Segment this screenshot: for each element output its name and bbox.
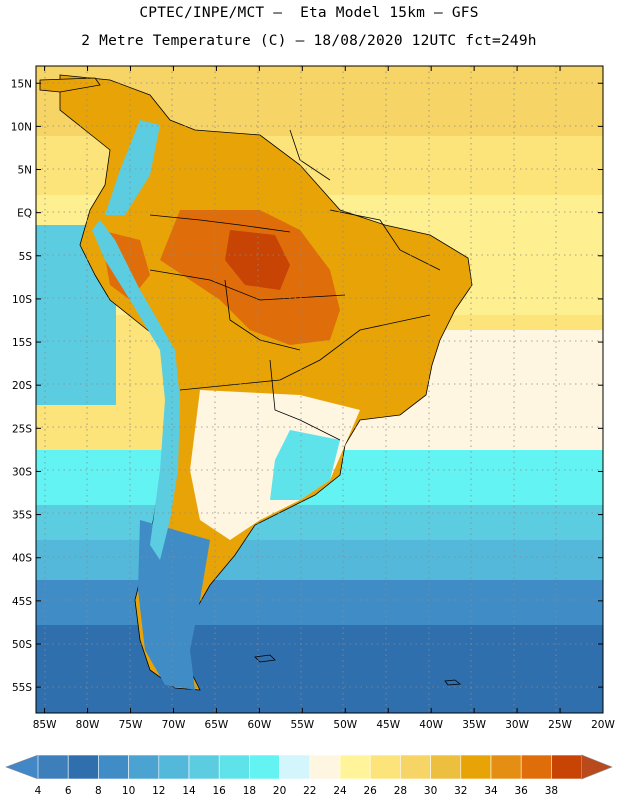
colorbar-cell xyxy=(158,754,190,780)
colorbar-cell xyxy=(460,754,492,780)
colorbar-cell xyxy=(218,754,250,780)
lon-label: 60W xyxy=(247,719,271,731)
ocean-band-14c xyxy=(36,505,603,540)
colorbar-label: 28 xyxy=(394,785,407,797)
lon-label: 50W xyxy=(333,719,357,731)
colorbar-cell xyxy=(249,754,280,780)
graticule xyxy=(36,66,603,713)
colorbar-label: 30 xyxy=(424,785,437,797)
map-title-line1: CPTEC/INPE/MCT – Eta Model 15km – GFS xyxy=(139,5,479,21)
colorbar-label: 6 xyxy=(65,785,72,797)
lat-label: 30S xyxy=(12,466,32,478)
colorbar-label: 32 xyxy=(454,785,467,797)
colorbar-label: 34 xyxy=(484,785,498,797)
lat-label: 40S xyxy=(12,553,32,565)
colorbar-label: 36 xyxy=(515,785,529,797)
colorbar-cell xyxy=(98,754,129,780)
colorbar-label: 20 xyxy=(273,785,286,797)
map-frame xyxy=(35,65,604,714)
colorbar-labels: 4 6 8 10 12 14 16 18 20 22 24 26 28 30 32 34 36 38 xyxy=(35,785,558,797)
lon-label: 45W xyxy=(376,719,400,731)
lat-label: 10S xyxy=(12,294,32,306)
colorbar-high-arrow xyxy=(581,754,613,780)
lat-label: 25S xyxy=(12,423,32,435)
colorbar-label: 10 xyxy=(122,785,135,797)
colorbar-cell xyxy=(490,754,522,780)
colorbar-cell xyxy=(67,754,99,780)
central-america-land xyxy=(39,77,101,93)
map-title-line2: 2 Metre Temperature (C) – 18/08/2020 12U… xyxy=(81,33,537,49)
lat-label: 15S xyxy=(12,337,32,349)
colorbar-label: 4 xyxy=(35,785,42,797)
lat-label: 45S xyxy=(12,596,32,608)
colorbar-label: 18 xyxy=(243,785,256,797)
colorbar-label: 26 xyxy=(364,785,378,797)
colorbar-cell xyxy=(339,754,371,780)
colorbar-label: 22 xyxy=(303,785,316,797)
colorbar-cell xyxy=(520,754,552,780)
colorbar-cell xyxy=(369,754,401,780)
colorbar-cell xyxy=(430,754,462,780)
colombia-andes xyxy=(105,120,160,215)
colorbar-cell xyxy=(400,754,431,780)
colorbar-cells xyxy=(5,754,613,780)
lon-label: 35W xyxy=(462,719,486,731)
lon-label: 40W xyxy=(419,719,443,731)
ocean-band-8c xyxy=(36,580,603,625)
lat-label: 35S xyxy=(12,510,32,522)
colorbar-cell xyxy=(188,754,220,780)
axis-ticks xyxy=(36,66,604,713)
lon-label: 65W xyxy=(205,719,229,731)
patagonia-cold xyxy=(138,520,210,690)
colorbar-label: 24 xyxy=(333,785,347,797)
colorbar-cell xyxy=(128,754,160,780)
lon-label: 85W xyxy=(33,719,57,731)
south-georgia xyxy=(444,679,462,686)
colorbar-cell xyxy=(551,754,582,780)
colorbar-low-arrow xyxy=(5,754,39,780)
lat-label: 15N xyxy=(11,78,32,90)
lon-label: 80W xyxy=(76,719,100,731)
lon-label: 70W xyxy=(162,719,186,731)
lat-label: EQ xyxy=(17,208,32,220)
andes-cold-strip xyxy=(92,220,180,560)
lat-label: 50S xyxy=(12,639,32,651)
colorbar-label: 38 xyxy=(545,785,558,797)
colorbar-label: 8 xyxy=(95,785,102,797)
ocean-band-12c xyxy=(36,540,603,580)
colorbar-cell xyxy=(279,754,311,780)
colorbar-label: 12 xyxy=(152,785,165,797)
lat-label: 5S xyxy=(19,251,33,263)
ocean-band-6c xyxy=(36,625,603,713)
lat-label: 10N xyxy=(11,121,32,133)
lat-label: 20S xyxy=(12,380,32,392)
uruguay-cool xyxy=(270,430,340,500)
colorbar-label: 14 xyxy=(182,785,196,797)
hottest-zone xyxy=(225,230,290,290)
lon-label: 75W xyxy=(119,719,143,731)
latitude-labels: 15N 10N 5N EQ 5S 10S 15S 20S 25S 30S 35S 40S 45S 50S 5… xyxy=(11,78,33,694)
colorbar-cell xyxy=(37,754,69,780)
lat-label: 55S xyxy=(12,682,32,694)
lon-label: 20W xyxy=(591,719,615,731)
longitude-labels: 85W 80W 75W 70W 65W 60W 55W 50W 45W 40W 35W 30W 25W 2… xyxy=(33,719,616,731)
colorbar-label: 16 xyxy=(213,785,227,797)
lon-label: 25W xyxy=(548,719,572,731)
lat-label: 5N xyxy=(17,165,32,177)
lon-label: 30W xyxy=(505,719,529,731)
country-borders xyxy=(149,129,441,441)
colorbar-cell xyxy=(309,754,341,780)
lon-label: 55W xyxy=(290,719,314,731)
map-field xyxy=(36,66,603,713)
